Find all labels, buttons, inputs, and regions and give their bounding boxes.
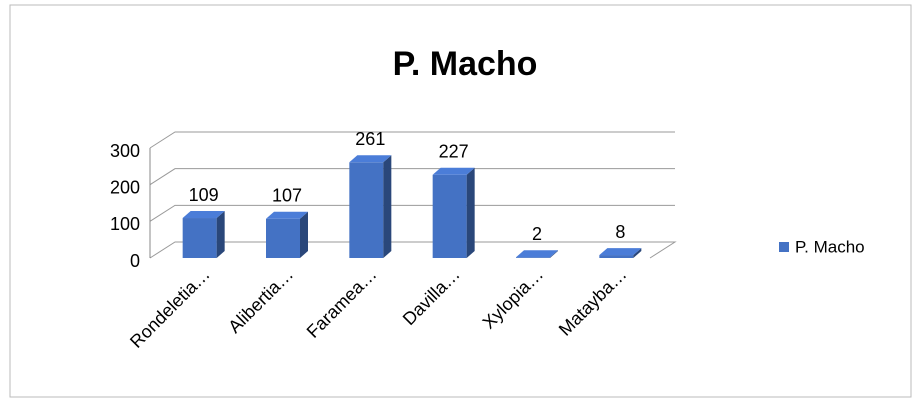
grid-line bbox=[149, 168, 675, 186]
data-label: 109 bbox=[189, 185, 219, 205]
bar-side bbox=[383, 155, 392, 258]
y-tick-label: 200 bbox=[110, 177, 140, 197]
chart-title: P. Macho bbox=[393, 45, 538, 83]
bar-top bbox=[182, 211, 225, 219]
data-label: 227 bbox=[439, 142, 469, 162]
grid-line bbox=[149, 241, 677, 259]
bar-top bbox=[516, 250, 558, 258]
y-tick-label: 0 bbox=[130, 251, 140, 271]
data-label: 107 bbox=[272, 186, 302, 206]
bar-front bbox=[349, 162, 384, 258]
bar-front bbox=[182, 218, 217, 258]
data-label: 2 bbox=[532, 224, 542, 244]
bar-top bbox=[266, 211, 308, 219]
bar-side bbox=[216, 211, 225, 258]
bar-side bbox=[550, 250, 558, 258]
legend-label: P. Macho bbox=[795, 237, 865, 256]
bar-top bbox=[432, 167, 475, 175]
data-label: 261 bbox=[355, 129, 385, 149]
bar-front bbox=[266, 218, 300, 258]
bar-front bbox=[432, 174, 467, 258]
legend: P. Macho bbox=[779, 237, 865, 256]
bar-side bbox=[633, 248, 642, 258]
y-tick-label: 100 bbox=[110, 214, 140, 234]
y-tick-label: 300 bbox=[110, 141, 140, 161]
bar-top bbox=[349, 155, 392, 163]
bar-front bbox=[516, 257, 550, 258]
legend-swatch bbox=[779, 242, 789, 252]
bar-side bbox=[300, 211, 308, 258]
bar-side bbox=[466, 167, 475, 258]
data-label: 8 bbox=[615, 222, 625, 242]
grid-line bbox=[149, 131, 675, 149]
bar-front bbox=[599, 255, 634, 258]
bar-top bbox=[599, 248, 642, 256]
grid-line bbox=[149, 204, 675, 222]
